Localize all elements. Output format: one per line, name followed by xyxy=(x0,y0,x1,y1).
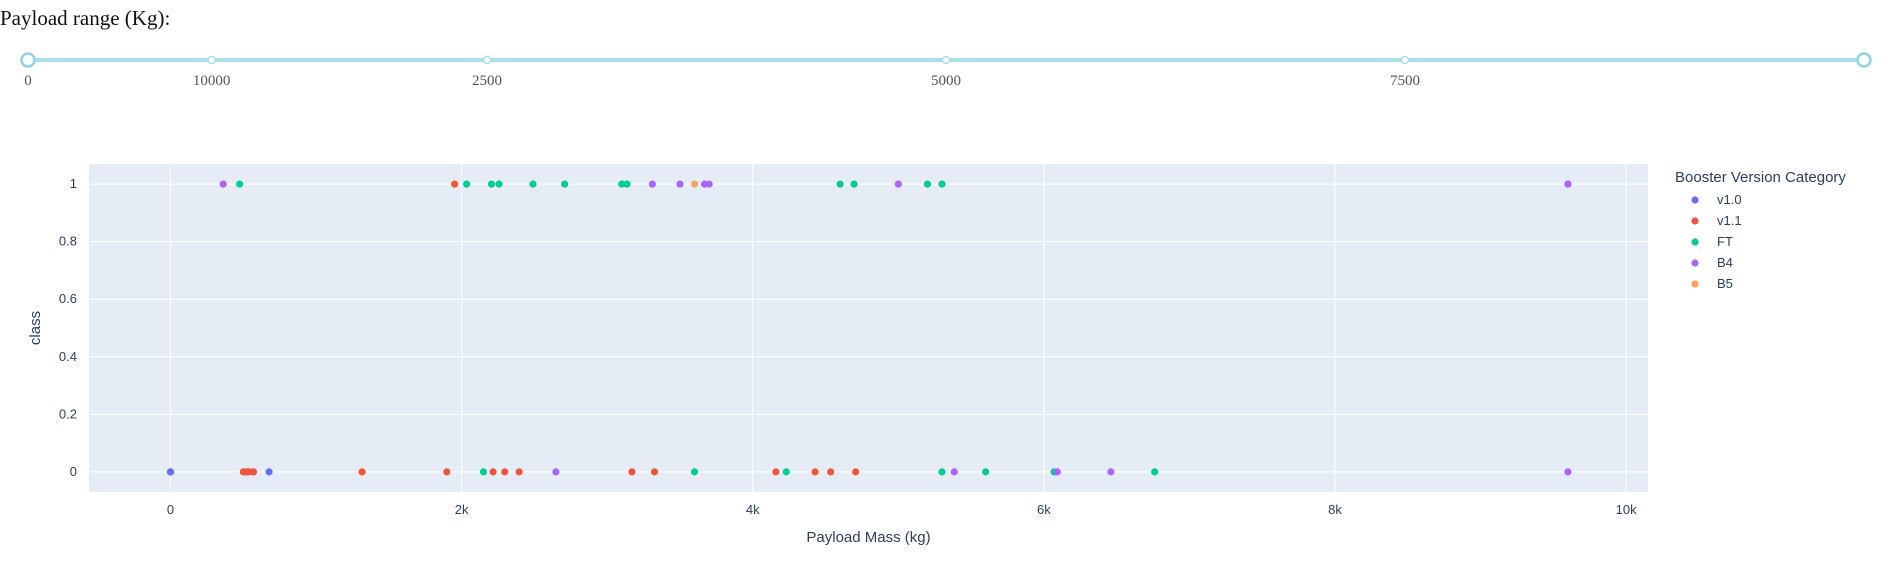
data-point[interactable] xyxy=(836,180,844,188)
data-point[interactable] xyxy=(236,180,244,188)
data-point[interactable] xyxy=(462,180,471,188)
legend-marker[interactable] xyxy=(1691,217,1699,225)
slider-mark-label: 7500 xyxy=(1390,73,1420,89)
y-tick-label: 0.8 xyxy=(59,234,77,249)
data-point[interactable] xyxy=(852,468,860,476)
slider-label: Payload range (Kg): xyxy=(0,6,171,30)
plot-area xyxy=(89,164,1648,492)
data-point[interactable] xyxy=(529,180,537,188)
slider-mark-label: 2500 xyxy=(472,73,502,89)
scatter-chart: 0 2k 4k 6k 8k 10k 0 0.2 0.4 0.6 0.8 1 Payload Mass (… xyxy=(27,164,1846,546)
y-tick-label: 0.2 xyxy=(59,406,77,421)
x-tick-label: 10k xyxy=(1616,502,1637,517)
data-point[interactable] xyxy=(690,180,699,188)
slider-handle-max[interactable] xyxy=(1856,52,1872,68)
slider-mark-label: 10000 xyxy=(193,73,231,89)
x-tick-label: 2k xyxy=(455,502,469,517)
data-point[interactable] xyxy=(515,468,523,476)
legend-marker[interactable] xyxy=(1691,238,1699,246)
legend-item-label[interactable]: FT xyxy=(1717,234,1733,249)
y-axis-title: class xyxy=(27,311,44,345)
data-point[interactable] xyxy=(811,468,819,476)
slider-mark-dot xyxy=(941,55,951,65)
y-tick-label: 0.6 xyxy=(59,291,77,306)
data-point[interactable] xyxy=(705,180,713,188)
slider-handle-min[interactable] xyxy=(20,52,36,68)
data-point[interactable] xyxy=(358,468,366,476)
data-point[interactable] xyxy=(1107,468,1115,476)
data-point[interactable] xyxy=(850,180,858,188)
data-point[interactable] xyxy=(487,180,496,188)
data-point[interactable] xyxy=(1151,468,1159,476)
legend-item-label[interactable]: v1.0 xyxy=(1717,192,1742,207)
slider-mark-dot xyxy=(207,55,216,65)
data-point[interactable] xyxy=(451,180,459,188)
data-point[interactable] xyxy=(552,468,560,476)
data-point[interactable] xyxy=(265,468,273,476)
payload-range-slider[interactable]: 0 10000 2500 5000 7500 xyxy=(0,48,1893,108)
data-point[interactable] xyxy=(1564,180,1572,188)
x-tick-label: 6k xyxy=(1037,502,1051,517)
data-point[interactable] xyxy=(219,180,227,188)
data-point[interactable] xyxy=(495,180,503,188)
data-point[interactable] xyxy=(690,468,699,476)
x-tick-label: 0 xyxy=(167,502,174,517)
data-point[interactable] xyxy=(443,468,451,476)
slider-mark-label: 0 xyxy=(24,73,32,89)
data-point[interactable] xyxy=(676,180,684,188)
slider-mark-label: 5000 xyxy=(931,73,961,89)
data-point[interactable] xyxy=(938,468,946,476)
data-point[interactable] xyxy=(1564,468,1572,476)
y-tick-label: 1 xyxy=(70,176,77,191)
data-point[interactable] xyxy=(501,468,509,476)
data-point[interactable] xyxy=(648,180,656,188)
data-point[interactable] xyxy=(618,180,626,188)
x-tick-label: 8k xyxy=(1328,502,1342,517)
data-point[interactable] xyxy=(479,468,488,476)
data-point[interactable] xyxy=(938,180,946,188)
data-point[interactable] xyxy=(249,468,258,476)
legend-item-label[interactable]: B5 xyxy=(1717,276,1733,291)
data-point[interactable] xyxy=(1053,468,1061,476)
data-point[interactable] xyxy=(950,468,958,476)
x-tick-label: 4k xyxy=(746,502,760,517)
data-point[interactable] xyxy=(628,468,636,476)
legend-title: Booster Version Category xyxy=(1675,169,1846,186)
y-tick-label: 0 xyxy=(70,464,77,479)
x-axis-title: Payload Mass (kg) xyxy=(806,529,930,546)
data-point[interactable] xyxy=(166,468,175,476)
data-point[interactable] xyxy=(923,180,932,188)
data-point[interactable] xyxy=(894,180,902,188)
slider-mark-dot xyxy=(1400,55,1410,65)
data-point[interactable] xyxy=(782,468,790,476)
slider-mark-dot xyxy=(482,55,492,65)
data-point[interactable] xyxy=(561,180,569,188)
legend-item-label[interactable]: v1.1 xyxy=(1717,213,1742,228)
data-point[interactable] xyxy=(489,468,497,476)
data-point[interactable] xyxy=(827,468,835,476)
data-point[interactable] xyxy=(982,468,990,476)
data-point[interactable] xyxy=(772,468,780,476)
legend-item-label[interactable]: B4 xyxy=(1717,255,1733,270)
y-tick-label: 0.4 xyxy=(59,349,77,364)
legend-marker[interactable] xyxy=(1691,259,1699,267)
legend-marker[interactable] xyxy=(1691,196,1699,204)
data-point[interactable] xyxy=(650,468,659,476)
data-point[interactable] xyxy=(623,180,631,188)
legend-marker[interactable] xyxy=(1691,280,1699,288)
